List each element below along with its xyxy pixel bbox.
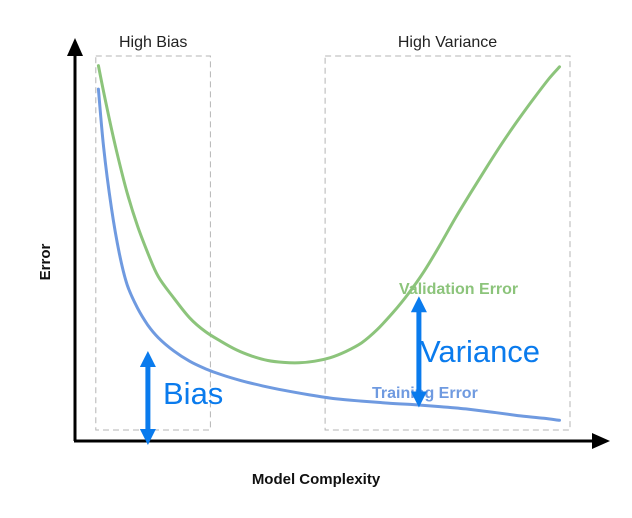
axes: Model Complexity Error xyxy=(37,38,610,488)
curve-layer xyxy=(96,64,561,422)
high-bias-region-box xyxy=(95,55,211,431)
high-bias-region-label: High Bias xyxy=(119,34,187,51)
training-error-curve xyxy=(96,87,561,422)
validation-error-curve xyxy=(96,64,561,365)
bias-annotation-label: Bias xyxy=(163,376,223,411)
validation-error-label: Validation Error xyxy=(399,281,518,298)
variance-annotation-label: Variance xyxy=(420,334,540,369)
y-axis-label: Error xyxy=(37,244,54,281)
x-axis-arrowhead xyxy=(592,433,610,449)
region-layer: High Bias High Variance xyxy=(95,34,571,431)
training-error-label: Training Error xyxy=(372,385,478,402)
high-variance-region-label: High Variance xyxy=(398,34,497,51)
annotation-layer: Bias Variance xyxy=(139,296,540,446)
x-axis-label: Model Complexity xyxy=(252,471,381,488)
high-variance-region-box xyxy=(324,55,571,431)
y-axis-arrowhead xyxy=(67,38,83,56)
